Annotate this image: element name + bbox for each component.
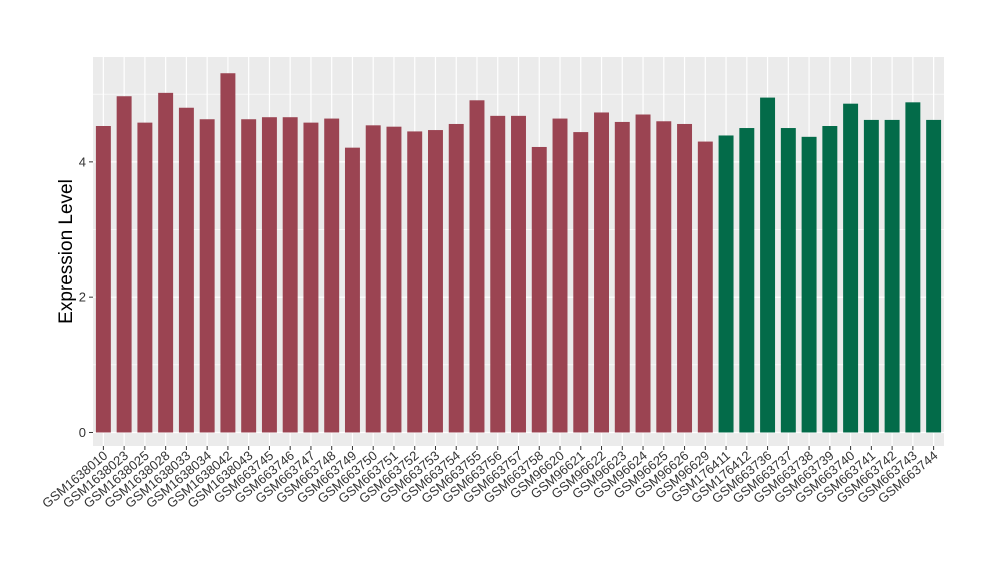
bar-GSM1638034 xyxy=(199,119,215,433)
y-axis-title: Expression Level xyxy=(56,179,77,324)
bar-GSM663739 xyxy=(822,126,838,433)
bar-GSM96629 xyxy=(697,141,713,433)
bar-GSM663745 xyxy=(261,117,277,433)
bar-GSM663753 xyxy=(428,130,443,433)
bar-GSM1638028 xyxy=(158,92,174,433)
y-tick-label: 4 xyxy=(79,154,86,169)
bar-GSM663755 xyxy=(469,100,485,433)
bar-GSM663750 xyxy=(365,125,381,433)
bar-GSM1638023 xyxy=(116,96,132,433)
bar-GSM663751 xyxy=(386,126,402,433)
x-axis: GSM1638010GSM1638023GSM1638025GSM1638028… xyxy=(39,446,941,511)
bar-GSM663740 xyxy=(843,103,859,433)
bar-GSM1638042 xyxy=(220,73,236,433)
bar-GSM663758 xyxy=(531,146,547,433)
bar-GSM663752 xyxy=(407,131,423,433)
bar-GSM1638043 xyxy=(241,119,257,433)
bar-GSM96625 xyxy=(656,121,672,433)
bar-GSM1638010 xyxy=(95,126,111,433)
bar-GSM663754 xyxy=(448,123,464,433)
bar-GSM663748 xyxy=(324,118,340,433)
bar-GSM663743 xyxy=(905,102,921,433)
bar-GSM96622 xyxy=(594,112,609,433)
bar-GSM96620 xyxy=(552,118,568,433)
bar-GSM663746 xyxy=(282,117,298,433)
bar-GSM663737 xyxy=(780,128,796,433)
bars xyxy=(95,73,942,433)
bar-GSM663756 xyxy=(490,115,506,433)
bar-GSM663738 xyxy=(801,136,817,433)
bar-GSM663749 xyxy=(344,147,360,433)
bar-GSM1638025 xyxy=(137,122,153,433)
y-tick-label: 0 xyxy=(79,425,86,440)
bar-GSM663747 xyxy=(303,122,319,433)
bar-GSM663736 xyxy=(760,97,776,433)
bar-GSM176411 xyxy=(718,135,734,433)
bar-GSM96623 xyxy=(614,121,630,433)
bar-GSM96626 xyxy=(677,123,693,433)
y-tick-label: 2 xyxy=(79,290,86,305)
bar-GSM1638033 xyxy=(178,107,194,433)
bar-GSM663741 xyxy=(863,119,879,433)
y-axis: 0 2 4 xyxy=(79,154,93,440)
bar-GSM96621 xyxy=(573,132,589,433)
bar-GSM663744 xyxy=(926,119,942,433)
bar-GSM663757 xyxy=(511,115,526,433)
bar-GSM176412 xyxy=(739,128,755,433)
bar-GSM96624 xyxy=(635,114,651,433)
bar-GSM663742 xyxy=(884,119,900,433)
